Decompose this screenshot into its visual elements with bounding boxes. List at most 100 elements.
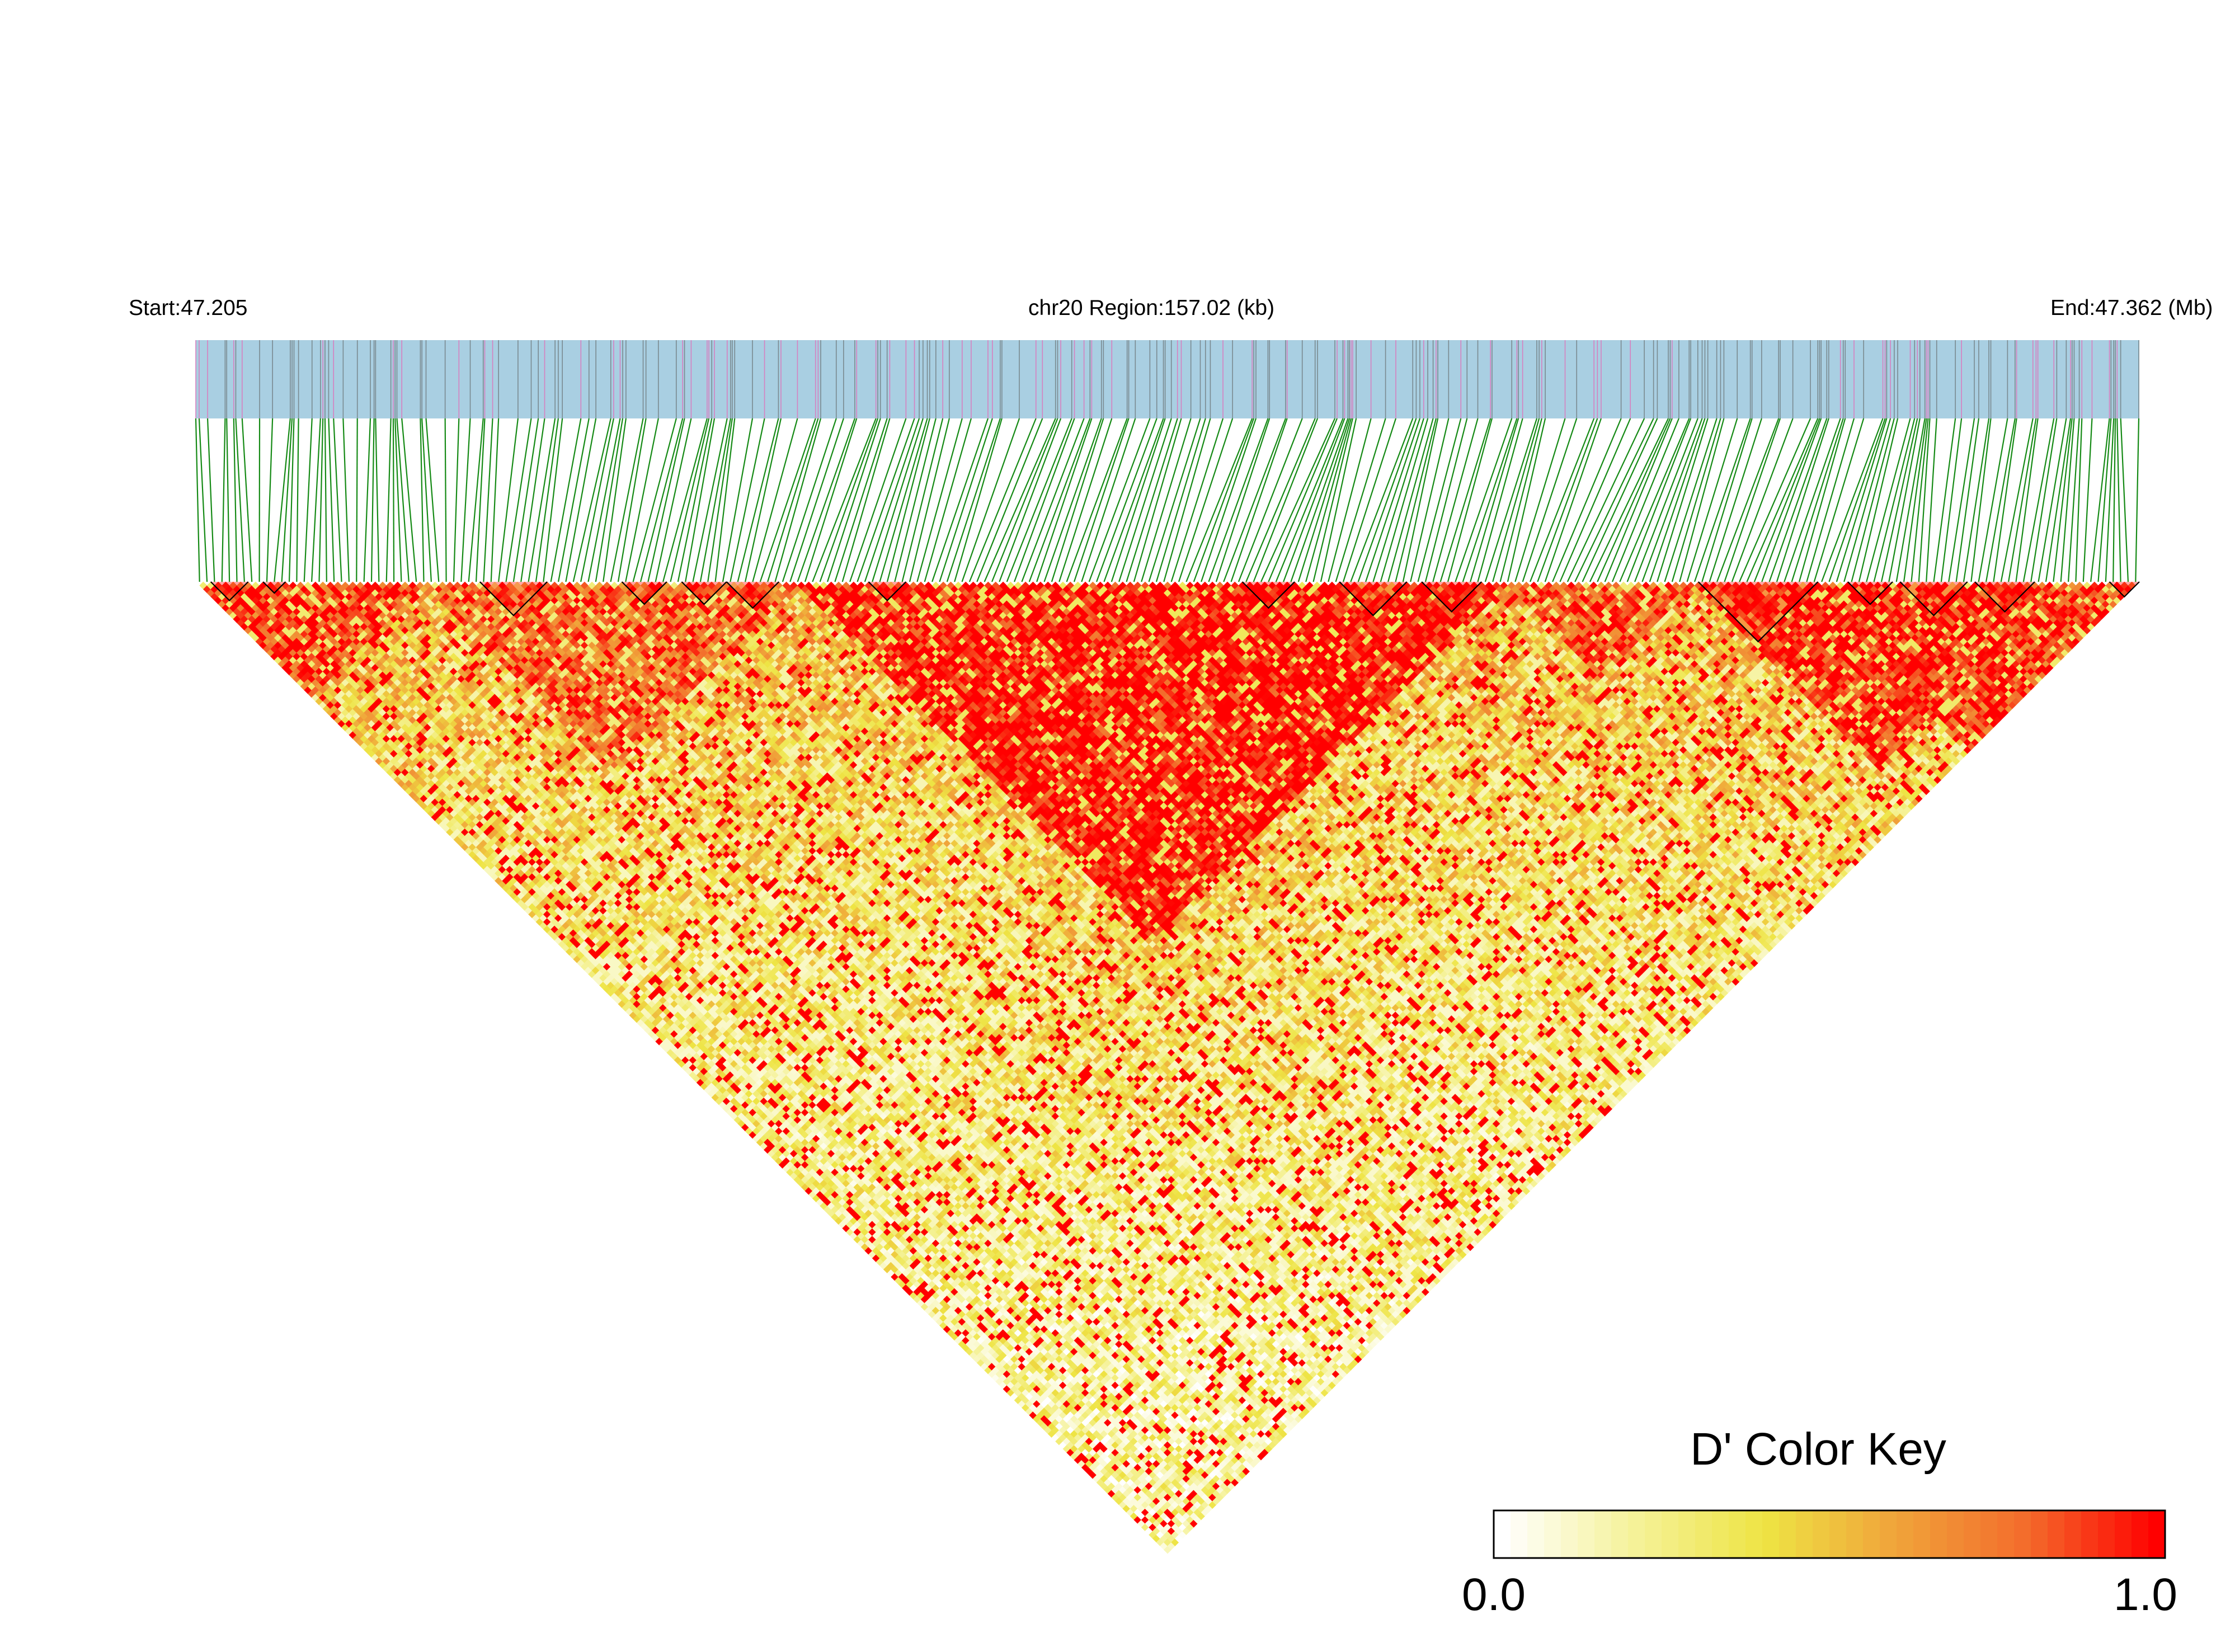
- snp-connector: [234, 418, 237, 582]
- gene-track-background: [196, 340, 2139, 418]
- region-end-label: End:47.362 (Mb): [2050, 296, 2213, 320]
- snp-connector: [716, 418, 735, 582]
- snp-connector: [1224, 418, 1286, 582]
- snp-connector: [274, 418, 290, 582]
- snp-connector: [2121, 418, 2128, 582]
- snp-connector: [558, 418, 589, 582]
- region-start-label: Start:47.205: [129, 296, 247, 320]
- snp-connector: [1074, 418, 1129, 582]
- snp-connector: [1859, 418, 1898, 582]
- snp-connector: [297, 418, 298, 582]
- snp-connector: [304, 418, 312, 582]
- snp-connector: [880, 418, 928, 582]
- snp-connector: [2117, 418, 2120, 582]
- snp-connector: [445, 418, 446, 582]
- snp-connector: [1366, 418, 1420, 582]
- snp-connector: [1246, 418, 1315, 582]
- snp-connector: [1635, 418, 1698, 582]
- snp-connector: [328, 418, 334, 582]
- snp-connector: [1911, 418, 1928, 582]
- snp-connector: [402, 418, 416, 582]
- snp-connector: [1067, 418, 1127, 582]
- snp-connector: [678, 418, 712, 582]
- snp-connector: [708, 418, 732, 582]
- snp-connector: [2068, 418, 2079, 582]
- snp-connector: [1986, 418, 2015, 582]
- snp-connector: [1881, 418, 1917, 582]
- snp-connector: [1747, 418, 1818, 582]
- snp-connector: [1770, 418, 1827, 582]
- snp-connector: [333, 418, 341, 582]
- snp-connector: [1306, 418, 1351, 582]
- snp-connector: [267, 418, 272, 582]
- snp-connector: [1537, 418, 1597, 582]
- snp-connector: [199, 418, 207, 582]
- snp-connector: [738, 418, 779, 582]
- snp-connector: [387, 418, 391, 582]
- snp-connector: [999, 418, 1061, 582]
- snp-connector: [343, 418, 349, 582]
- snp-connector: [573, 418, 611, 582]
- snp-connector: [2135, 418, 2139, 582]
- snp-connector: [1620, 418, 1689, 582]
- snp-connector: [1979, 418, 2008, 582]
- snp-connector: [1829, 418, 1885, 582]
- snp-connector: [1007, 418, 1072, 582]
- snp-connector: [1687, 418, 1738, 582]
- snp-connector: [222, 418, 225, 582]
- snp-connector: [2076, 418, 2082, 582]
- snp-connector: [208, 418, 214, 582]
- snp-connector: [325, 418, 327, 582]
- snp-connector: [1059, 418, 1112, 582]
- snp-connector: [356, 418, 357, 582]
- snp-connector: [1874, 418, 1915, 582]
- snp-connector: [196, 418, 200, 582]
- snp-connector: [461, 418, 470, 582]
- snp-connector: [1171, 418, 1223, 582]
- snp-connector: [1844, 418, 1890, 582]
- snp-connector: [393, 418, 394, 582]
- snp-connector: [798, 418, 855, 582]
- snp-connector: [1837, 418, 1887, 582]
- snp-connector: [962, 418, 1019, 582]
- snp-connector: [1732, 418, 1793, 582]
- snp-connector: [1971, 418, 1991, 582]
- gene-track: [196, 340, 2139, 418]
- snp-connector: [700, 418, 731, 582]
- snp-connector: [543, 418, 562, 582]
- snp-connector: [1545, 418, 1601, 582]
- snp-connector: [1657, 418, 1708, 582]
- snp-connector: [2083, 418, 2092, 582]
- snp-connector: [1388, 418, 1433, 582]
- snp-connector: [227, 418, 229, 582]
- snp-connector: [454, 418, 459, 582]
- snp-connector: [1328, 418, 1371, 582]
- snp-connector: [1141, 418, 1191, 582]
- snp-connector-lines: [196, 418, 2139, 582]
- snp-connector: [1724, 418, 1780, 582]
- snp-connector: [514, 418, 538, 582]
- snp-connector: [977, 418, 1042, 582]
- snp-connector: [1568, 418, 1644, 582]
- snp-connector: [2113, 418, 2115, 582]
- snp-connector: [483, 418, 492, 582]
- chart-header: Start:47.205 chr20 Region:157.02 (kb) En…: [129, 296, 2213, 320]
- snp-connector: [760, 418, 816, 582]
- snp-connector: [1523, 418, 1577, 582]
- region-title: chr20 Region:157.02 (kb): [1028, 296, 1274, 320]
- snp-connector: [371, 418, 374, 582]
- snp-connector: [506, 418, 531, 582]
- snp-connector: [992, 418, 1057, 582]
- snp-connector: [1425, 418, 1467, 582]
- snp-connector: [426, 418, 439, 582]
- snp-connector: [1695, 418, 1751, 582]
- snp-connector: [1717, 418, 1778, 582]
- snp-connector: [566, 418, 596, 582]
- snp-connector: [498, 418, 518, 582]
- snp-connector: [1590, 418, 1668, 582]
- snp-connector: [491, 418, 498, 582]
- snp-connector: [1754, 418, 1820, 582]
- snp-connector: [1605, 418, 1672, 582]
- snp-connector: [364, 418, 370, 582]
